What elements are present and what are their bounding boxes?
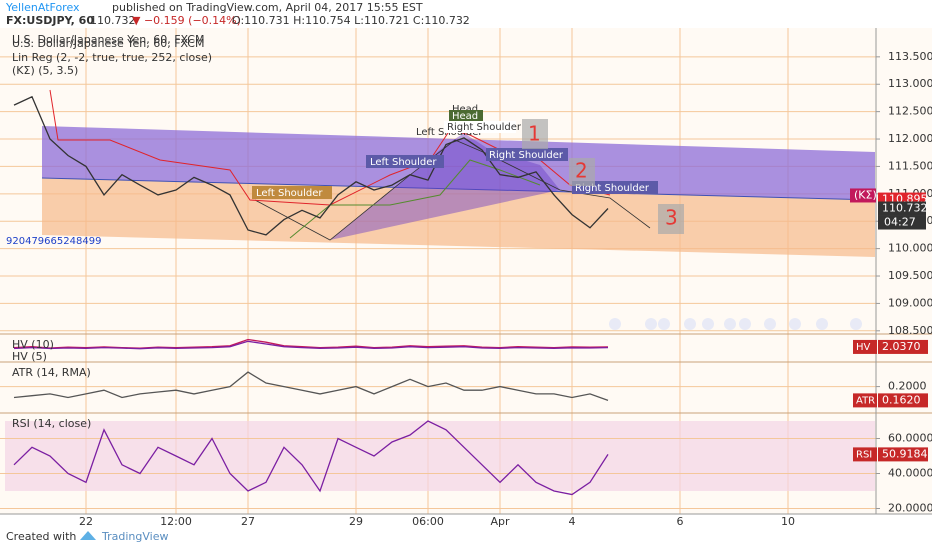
price-badge [850,188,876,203]
annotation: 920479665248499 [6,236,101,247]
series-line [13,95,609,236]
legend-label: ATR (14, RMA) [12,366,91,379]
indicator-badge [853,393,877,408]
legend-label: HV (10) [12,338,54,351]
y-tick-label: 113.500 [888,50,932,63]
annotation: Right Shoulder [575,183,650,194]
indicator-badge-label: ATR [856,395,875,406]
y-tick-label: 112.500 [888,105,932,118]
annotation: 3 [665,206,678,230]
series-line [13,371,609,402]
annotation: Right Shoulder [447,122,522,133]
legend-label: HV (5) [12,350,47,363]
label-box [252,186,332,199]
published: published on TradingView.com, April 04, … [112,1,423,14]
price-badge-label: 110.732 [882,202,928,215]
indicator-badge-label: RSI [856,449,872,460]
y-tick-label: 0.2000 [888,380,927,393]
annotation: 1 [528,122,541,146]
x-tick-label: 22 [79,515,93,528]
x-tick-label: 6 [677,515,684,528]
value-badge [878,339,928,354]
last: 110.732 [90,14,136,27]
y-tick-label: 60.0000 [888,432,932,445]
indicator-badge [853,339,877,354]
annotation: 2 [575,159,588,183]
regression-line [41,177,876,201]
chart-title: U.S. Dollar/Japanese Yen, 60, FXCM [12,37,204,50]
indicator-label: (KΣ) (5, 3.5) [12,64,78,77]
price-badge [878,201,926,216]
author[interactable]: YellenAtForex [5,1,80,14]
label-box [444,121,516,133]
label-box [449,110,483,122]
annotation: Head [452,104,478,115]
x-tick-label: 27 [241,515,255,528]
annotation: Right Shoulder [489,150,564,161]
value-badge [878,447,928,462]
time-badge-label: 04:27 [884,216,916,229]
number-box [522,119,548,149]
rsi-band [5,421,875,491]
label-box [486,148,568,161]
indicator-label: Lin Reg (2, -2, true, true, 252, close) [12,51,212,64]
regression-upper-band [42,126,875,200]
y-tick-label: 109.000 [888,296,932,309]
label-box [366,155,444,168]
y-tick-label: 110.000 [888,242,932,255]
annotation: Left Shoulder [370,157,437,168]
indicator-badge-label: HV [856,342,871,353]
value-badge-label: 0.1620 [882,393,921,406]
y-tick-label: 20.0000 [888,502,932,515]
legend-label: RSI (14, close) [12,417,91,430]
value-badge-label: 2.0370 [882,340,921,353]
x-tick-label: 06:00 [412,515,444,528]
x-tick-label: 10 [781,515,795,528]
ohlc: O:110.731 H:110.754 L:110.721 C:110.732 [232,14,470,27]
x-tick-label: Apr [490,515,510,528]
pattern-lines [254,139,651,241]
value-badge-label: 50.9184 [882,447,928,460]
annotation: Left Shoulder [256,188,323,199]
series-line [13,420,609,496]
x-tick-label: 12:00 [160,515,192,528]
indicator-badge [853,447,877,462]
series-line [13,340,609,350]
footer-created: Created with [6,530,76,543]
price-badge-label: (KΣ) [854,188,877,201]
legend-label: U.S. Dollar/Japanese Yen, 60, FXCM [12,33,204,46]
regression-lower-band [42,178,875,257]
number-box [569,158,595,186]
footer-brand[interactable]: TradingView [101,530,168,543]
annotation: Head [452,111,478,122]
y-tick-label: 112.000 [888,132,932,145]
y-tick-label: 113.000 [888,77,932,90]
x-tick-label: 29 [349,515,363,528]
y-tick-label: 108.500 [888,324,932,337]
time-badge [878,215,926,230]
change: ▼ −0.159 (−0.14%) [132,14,241,27]
value-badge [878,393,928,408]
y-tick-label: 40.0000 [888,467,932,480]
event-icons [609,318,862,330]
y-tick-label: 111.500 [888,159,932,172]
x-tick-label: 4 [569,515,576,528]
number-box [658,204,684,234]
y-tick-label: 109.500 [888,269,932,282]
logo [80,531,96,540]
symbol: FX:USDJPY, 60 [6,14,94,27]
